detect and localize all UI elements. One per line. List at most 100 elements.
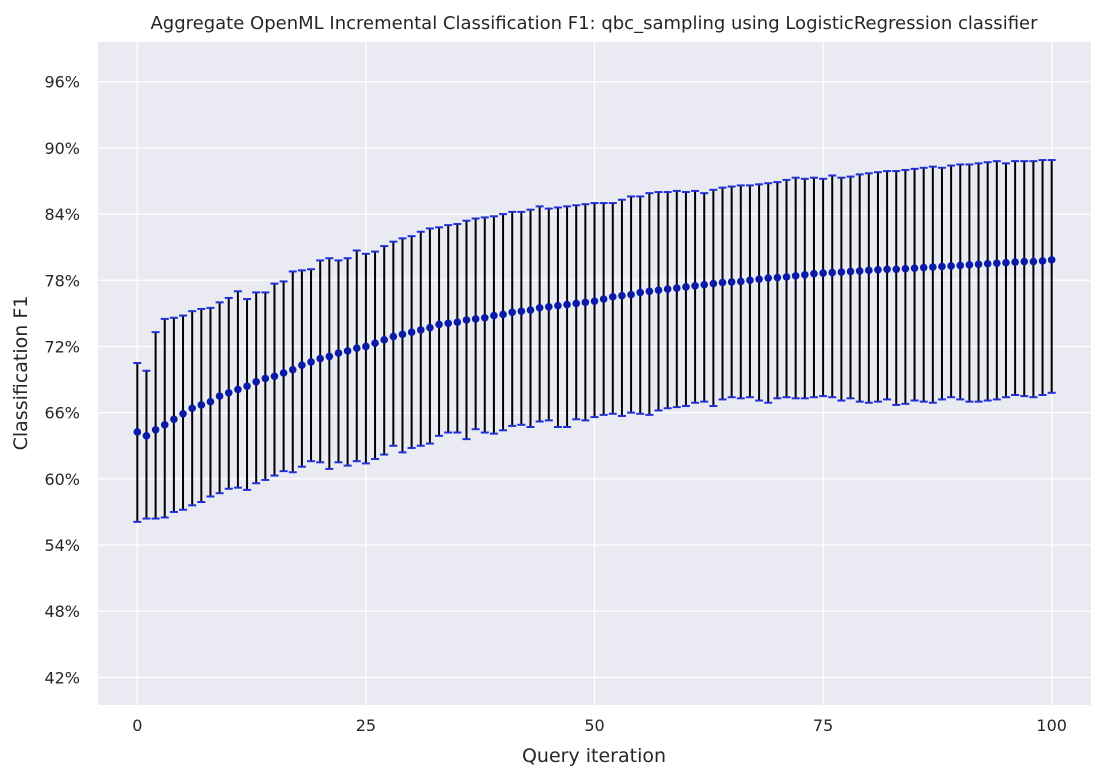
chart-title: Aggregate OpenML Incremental Classificat… xyxy=(150,13,1038,34)
data-point xyxy=(974,260,983,269)
data-point xyxy=(1029,257,1038,266)
data-point xyxy=(435,320,443,329)
data-point xyxy=(846,267,855,276)
data-point xyxy=(983,259,992,268)
y-tick-label: 48% xyxy=(44,602,80,621)
y-axis-ticks: 42% 48% 54% 60% 66% 72% 78% 84% 90% 96% xyxy=(44,73,80,688)
data-point xyxy=(700,280,709,289)
data-point xyxy=(654,286,663,295)
data-point xyxy=(1011,258,1019,266)
data-point xyxy=(426,323,434,332)
data-point xyxy=(727,278,736,286)
y-tick-label: 96% xyxy=(44,73,80,92)
data-point xyxy=(709,279,718,288)
data-point xyxy=(883,265,891,274)
data-point xyxy=(380,336,388,344)
data-point xyxy=(471,315,480,323)
data-point xyxy=(526,306,535,314)
data-point xyxy=(160,420,169,429)
x-tick-label: 75 xyxy=(813,716,833,735)
data-point xyxy=(243,382,251,390)
data-point xyxy=(1020,257,1029,266)
data-point xyxy=(142,432,151,440)
data-point xyxy=(828,268,837,277)
data-point xyxy=(618,291,626,300)
y-tick-label: 66% xyxy=(44,404,80,423)
data-point xyxy=(874,266,882,274)
data-point xyxy=(819,269,827,277)
data-point xyxy=(298,361,306,370)
data-point xyxy=(755,275,763,283)
data-point xyxy=(947,262,955,270)
data-point xyxy=(398,330,407,339)
data-point xyxy=(791,272,800,280)
data-point xyxy=(837,268,846,276)
data-point xyxy=(672,284,681,292)
data-point xyxy=(279,369,288,377)
y-tick-label: 54% xyxy=(44,536,80,555)
x-tick-label: 50 xyxy=(584,716,604,735)
data-point xyxy=(288,365,297,374)
x-tick-label: 25 xyxy=(356,716,376,735)
data-point xyxy=(929,263,937,271)
data-point xyxy=(179,409,187,418)
data-point xyxy=(782,273,791,281)
data-point xyxy=(627,290,635,299)
data-point xyxy=(663,285,672,293)
x-axis-ticks: 0 25 50 75 100 xyxy=(132,716,1067,735)
data-point xyxy=(316,354,324,363)
data-point xyxy=(252,377,260,386)
data-point xyxy=(453,318,462,327)
data-point xyxy=(563,300,571,309)
data-points xyxy=(133,256,1056,440)
error-bars xyxy=(133,159,1056,523)
x-tick-label: 100 xyxy=(1036,716,1067,735)
data-point xyxy=(956,261,965,270)
data-point xyxy=(462,316,471,324)
data-point xyxy=(362,342,370,351)
data-point xyxy=(736,277,745,286)
data-point xyxy=(234,385,242,394)
data-point xyxy=(151,425,160,434)
data-point xyxy=(544,302,553,311)
data-point xyxy=(801,270,809,279)
data-point xyxy=(133,428,142,436)
data-point xyxy=(965,261,974,269)
data-point xyxy=(261,374,270,383)
data-point xyxy=(691,281,699,290)
data-point xyxy=(352,344,361,352)
data-point xyxy=(608,293,617,301)
data-point xyxy=(645,287,654,296)
y-tick-label: 90% xyxy=(44,139,80,158)
data-point xyxy=(343,347,352,355)
data-point xyxy=(993,259,1001,267)
data-point xyxy=(892,265,901,274)
data-point xyxy=(371,339,379,347)
data-point xyxy=(554,301,562,310)
data-point xyxy=(188,404,196,413)
data-point xyxy=(535,304,544,312)
data-point xyxy=(1002,258,1010,267)
data-point xyxy=(938,262,946,271)
data-point xyxy=(444,319,453,328)
data-point xyxy=(508,308,517,317)
data-point xyxy=(325,352,334,361)
data-point xyxy=(636,288,645,297)
data-point xyxy=(718,278,727,287)
data-point xyxy=(590,297,599,306)
data-point xyxy=(407,328,416,336)
data-point xyxy=(517,307,526,315)
data-point xyxy=(764,274,773,282)
data-point xyxy=(389,332,398,341)
data-point xyxy=(490,311,498,320)
data-point xyxy=(855,267,864,275)
data-point xyxy=(170,415,178,424)
data-point xyxy=(810,269,818,278)
data-point xyxy=(215,392,224,400)
data-point xyxy=(1047,256,1056,264)
y-tick-label: 78% xyxy=(44,271,80,290)
data-point xyxy=(746,276,754,285)
data-point xyxy=(1038,257,1047,265)
